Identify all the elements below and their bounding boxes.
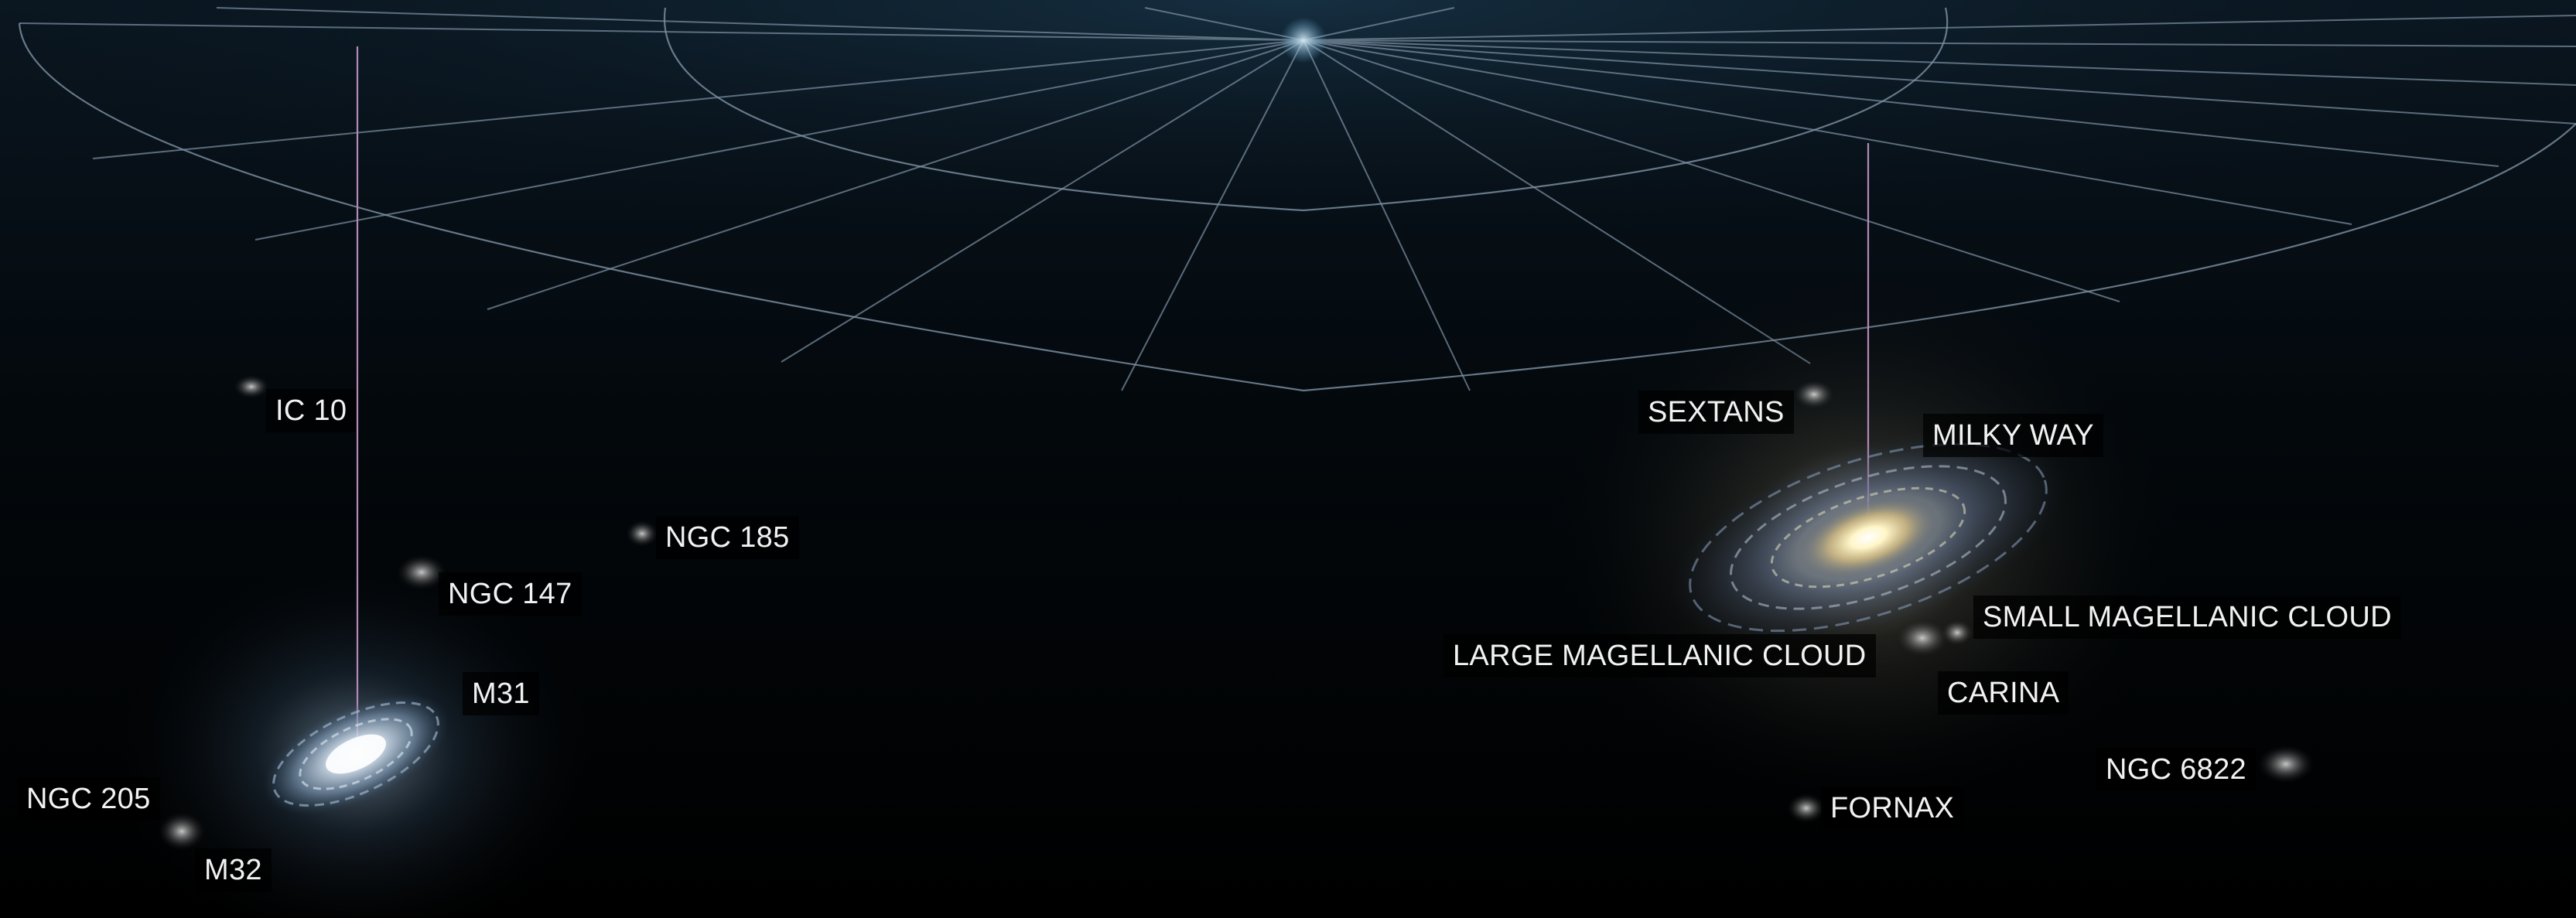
grid-spokes (19, 7, 2576, 391)
label-ngc-205: NGC 205 (17, 777, 160, 821)
grid-spoke (1303, 7, 1455, 41)
label-milky-way: MILKY WAY (1923, 414, 2103, 457)
grid-spoke (19, 22, 1304, 41)
grid-spoke (1303, 15, 2576, 41)
grid-spoke (1144, 7, 1304, 41)
grid-spoke (1303, 39, 2576, 47)
label-large-magellanic-cloud: LARGE MAGELLANIC CLOUD (1443, 634, 1876, 677)
label-sextans: SEXTANS (1638, 391, 1794, 434)
label-ngc-185: NGC 185 (656, 516, 799, 559)
grid-spoke (255, 39, 1304, 241)
grid-spoke (1303, 39, 2120, 302)
grid-spoke (92, 39, 1304, 159)
grid-spoke (1303, 39, 2352, 225)
coordinate-grid (18, 7, 2576, 392)
grid-spoke (1121, 39, 1304, 391)
label-ic-10: IC 10 (266, 389, 357, 432)
label-m31: M31 (463, 672, 539, 715)
label-ngc-6822: NGC 6822 (2096, 748, 2256, 791)
grid-spoke (1303, 39, 2576, 125)
label-small-magellanic-cloud: SMALL MAGELLANIC CLOUD (1973, 596, 2401, 639)
grid-spoke (216, 7, 1304, 41)
label-fornax: FORNAX (1821, 787, 1964, 830)
grid-spoke (487, 39, 1304, 310)
grid-spoke (1303, 39, 1471, 391)
label-m32: M32 (195, 848, 272, 892)
m31-galaxy (262, 693, 449, 815)
grid-spoke (1303, 39, 2576, 86)
label-ngc-147: NGC 147 (439, 572, 582, 616)
grid-spoke (1303, 39, 2499, 167)
grid-spoke (781, 39, 1304, 363)
milky-way-galaxy (1671, 430, 2065, 645)
label-carina: CARINA (1938, 671, 2069, 715)
dwarf-galaxies (157, 374, 2315, 851)
